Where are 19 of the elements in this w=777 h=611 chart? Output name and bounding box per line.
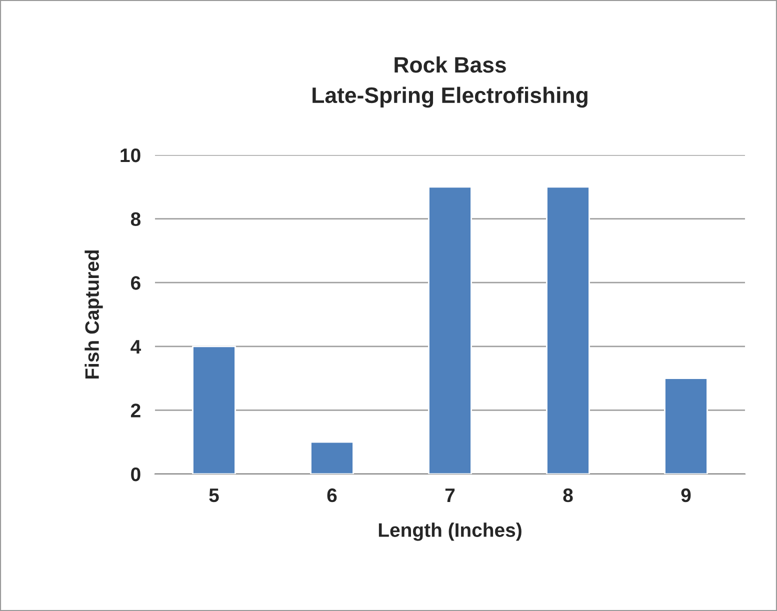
- bar: [664, 378, 708, 474]
- y-axis-title: Fish Captured: [84, 250, 103, 379]
- bar: [310, 441, 354, 474]
- y-tick-label: 2: [130, 404, 140, 418]
- y-tick-label: 0: [131, 467, 140, 482]
- x-tick-label: 6: [327, 488, 337, 502]
- x-tick-label: 8: [563, 488, 573, 502]
- x-tick-label: 9: [681, 488, 691, 502]
- y-tick-label: 4: [130, 340, 142, 354]
- y-tick-label: 10: [120, 148, 140, 162]
- bar: [546, 186, 590, 474]
- x-axis-title: Length (Inches): [378, 522, 522, 541]
- y-tick-label: 6: [131, 276, 140, 290]
- x-tick-label: 5: [209, 488, 219, 502]
- chart-title: Rock Bass Late-Spring Electrofishing: [312, 56, 588, 108]
- x-tick-label: 7: [445, 488, 455, 502]
- bar: [192, 346, 236, 474]
- y-tick-label: 8: [130, 212, 141, 226]
- bar: [428, 186, 472, 474]
